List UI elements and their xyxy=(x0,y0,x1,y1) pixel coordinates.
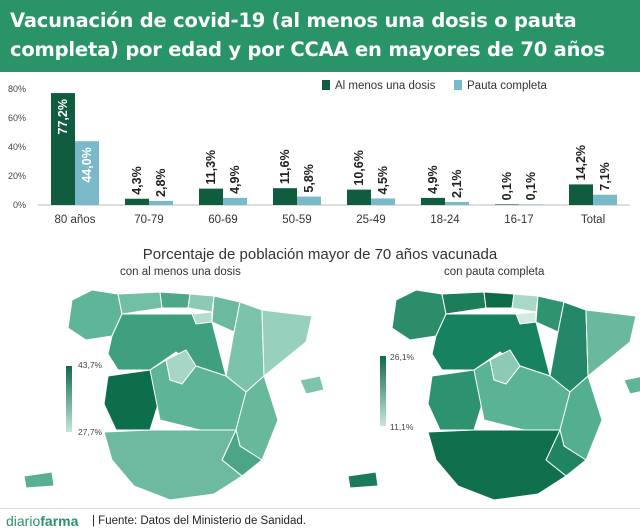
x-tick-label: 50-59 xyxy=(282,214,311,226)
left-scale-min: 27,7% xyxy=(78,427,103,437)
legend-label: Al menos una dosis xyxy=(335,80,436,92)
region-cantabria xyxy=(159,291,191,309)
data-label: 0,1% xyxy=(500,172,514,201)
y-tick-label: 60% xyxy=(8,113,26,123)
region-asturias xyxy=(117,291,163,315)
maps-area: 43,7% 27,7% 26,1% 11,1% xyxy=(23,289,640,501)
x-tick-label: 80 años xyxy=(55,214,96,226)
bar-al-menos-una-dosis xyxy=(273,188,297,205)
data-label: 44,0% xyxy=(80,147,94,182)
right-scale-bar xyxy=(380,356,386,426)
region-andalucia xyxy=(103,429,243,501)
bar-pauta-completa xyxy=(519,204,543,205)
page-title-line-2: completa) por edad y por CCAA en mayores… xyxy=(10,38,605,61)
data-label: 11,3% xyxy=(204,150,218,185)
y-tick-label: 20% xyxy=(8,171,26,181)
right-scale-max: 26,1% xyxy=(390,352,415,362)
left-map-subtitle: con al menos una dosis xyxy=(120,266,241,278)
data-label: 14,2% xyxy=(574,145,588,180)
bar-al-menos-una-dosis xyxy=(125,198,149,205)
data-label: 7,1% xyxy=(598,162,612,191)
right-map: 26,1% 11,1% xyxy=(347,289,640,501)
x-tick-label: 70-79 xyxy=(134,214,163,226)
region-pais-vasco xyxy=(187,293,215,313)
region-castilla-la-mancha xyxy=(473,359,571,431)
bar-al-menos-una-dosis xyxy=(199,188,223,205)
data-label: 4,9% xyxy=(228,165,242,194)
region-canarias xyxy=(347,471,379,489)
left-scale-max: 43,7% xyxy=(78,360,103,370)
bar-al-menos-una-dosis xyxy=(421,197,445,205)
region-cataluna xyxy=(261,309,313,378)
x-axis: 80 años 70-79 60-69 50-59 25-49 18-24 16-17 Tot… xyxy=(55,214,606,226)
region-asturias xyxy=(441,291,487,315)
bar-pauta-completa xyxy=(593,194,617,205)
bar-al-menos-una-dosis xyxy=(495,204,519,205)
data-label: 5,8% xyxy=(302,164,316,193)
page-title: Vacunación de covid-19 (al menos una dos… xyxy=(10,6,630,64)
region-castilla-la-mancha xyxy=(149,359,247,431)
data-label: 4,9% xyxy=(426,165,440,194)
data-label: 0,1% xyxy=(524,172,538,201)
bar-pauta-completa xyxy=(297,196,321,205)
bar-chart: 0% 20% 40% 60% 80% 77,2% 44,0% 4,3% 2,8% 11,3% 4,… xyxy=(8,80,630,226)
right-scale-min: 11,1% xyxy=(390,422,414,432)
brand-bold: farma xyxy=(40,513,79,529)
data-label: 77,2% xyxy=(56,99,70,134)
left-scale-bar xyxy=(66,366,72,432)
legend: Al menos una dosis Pauta completa xyxy=(322,80,548,92)
data-label: 4,3% xyxy=(130,166,144,195)
x-tick-label: 16-17 xyxy=(504,214,533,226)
bar-pauta-completa xyxy=(445,201,469,205)
bar-pauta-completa xyxy=(223,197,247,205)
right-map-subtitle: con pauta completa xyxy=(444,266,545,278)
region-andalucia xyxy=(427,429,567,501)
data-label: 11,6% xyxy=(278,149,292,184)
bar-al-menos-una-dosis xyxy=(51,93,75,205)
brand-logo: diariofarma xyxy=(6,513,78,529)
bar-al-menos-una-dosis xyxy=(569,184,593,205)
legend-swatch xyxy=(454,80,462,90)
bars: 77,2% 44,0% 4,3% 2,8% 11,3% 4,9% 11,6% 5,8% 10,6… xyxy=(51,93,617,205)
y-tick-label: 0% xyxy=(13,200,26,210)
brand-light: diario xyxy=(6,513,41,529)
footer: diariofarma | Fuente: Datos del Minister… xyxy=(0,508,640,532)
x-tick-label: 25-49 xyxy=(356,214,385,226)
bar-pauta-completa xyxy=(149,200,173,205)
source-note: | Fuente: Datos del Ministerio de Sanida… xyxy=(92,515,306,527)
legend-swatch xyxy=(322,80,330,90)
bar-pauta-completa xyxy=(75,141,99,205)
region-canarias xyxy=(23,471,55,489)
data-label: 10,6% xyxy=(352,150,366,185)
left-map: 43,7% 27,7% xyxy=(23,289,325,501)
region-cantabria xyxy=(483,291,515,309)
bar-pauta-completa xyxy=(371,198,395,205)
bar-al-menos-una-dosis xyxy=(347,189,371,205)
region-baleares xyxy=(299,375,325,395)
title-banner: Vacunación de covid-19 (al menos una dos… xyxy=(0,0,640,72)
page-title-line-1: Vacunación de covid-19 (al menos una dos… xyxy=(10,9,577,32)
y-tick-label: 40% xyxy=(8,142,26,152)
region-cataluna xyxy=(585,309,637,378)
x-tick-label: Total xyxy=(581,214,605,226)
region-baleares xyxy=(623,376,640,395)
x-tick-label: 18-24 xyxy=(430,214,460,226)
data-label: 4,5% xyxy=(376,166,390,195)
data-label: 2,8% xyxy=(154,168,168,197)
legend-label: Pauta completa xyxy=(467,80,548,92)
maps-title: Porcentaje de población mayor de 70 años… xyxy=(142,246,498,263)
region-pais-vasco xyxy=(511,293,539,313)
data-label: 2,1% xyxy=(450,169,464,198)
x-tick-label: 60-69 xyxy=(208,214,237,226)
y-tick-label: 80% xyxy=(8,84,26,94)
